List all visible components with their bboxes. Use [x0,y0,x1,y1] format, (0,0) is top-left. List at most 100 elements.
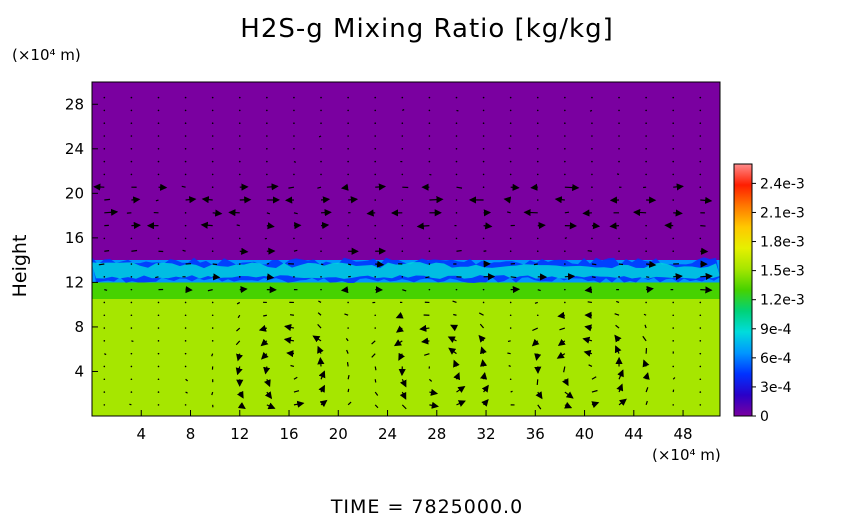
wind-vector [312,335,322,343]
wind-vector [564,401,573,409]
wind-vector [672,365,675,368]
wind-vector [293,109,295,112]
wind-vector [401,135,404,137]
wind-vector [184,314,187,317]
wind-vector [645,224,647,227]
wind-vector [264,379,271,388]
wind-vector [428,378,433,382]
wind-vector [236,327,241,332]
colorbar-label: 1.8e-3 [760,235,805,251]
wind-vector [238,135,241,137]
wind-vector [261,351,269,360]
wind-vector [103,237,106,240]
wind-vector [130,314,133,317]
time-label: TIME = 7825000.0 [330,496,524,518]
wind-vector [591,96,593,99]
wind-vector [317,312,322,316]
wind-vector [536,96,539,99]
wind-vector [130,135,133,137]
wind-vector [211,148,214,150]
colorbar-label: 6e-4 [760,351,792,367]
wind-vector [157,122,160,124]
wind-vector [347,135,349,137]
wind-vector [428,109,431,112]
wind-vector [317,345,324,354]
wind-vector [184,352,187,355]
wind-vector [347,388,350,393]
wind-vector [238,148,241,150]
wind-vector [211,314,214,317]
wind-vector [455,199,458,201]
wind-vector [536,109,539,112]
wind-vector [482,122,485,124]
wind-vector [347,173,349,176]
wind-vector [536,199,539,201]
wind-vector [456,109,459,112]
wind-vector [482,173,485,176]
wind-vector [320,148,322,150]
x-tick-label: 4 [136,425,146,443]
wind-vector [374,379,377,383]
wind-vector [211,353,214,357]
colorbar-label: 1.2e-3 [760,293,805,309]
wind-vector [645,160,647,163]
x-tick-label: 44 [624,425,643,443]
wind-vector [286,350,295,358]
wind-vector [699,340,702,342]
wind-vector [238,109,241,112]
wind-vector [212,209,223,217]
wind-vector [507,340,511,343]
wind-vector [374,148,377,150]
wind-vector [699,109,702,112]
wind-vector [211,96,214,99]
wind-vector [591,135,593,137]
wind-vector [642,335,647,342]
wind-vector [564,273,576,281]
wind-vector [130,365,133,368]
wind-vector [564,109,566,112]
wind-vector [564,211,570,214]
wind-vector [482,109,485,112]
wind-vector [346,362,349,367]
wind-vector [184,404,187,406]
wind-vector [591,199,593,201]
wind-vector [456,186,463,189]
wind-vector [130,160,133,163]
wind-vector [428,96,431,99]
wind-vector [293,212,298,215]
wind-vector [211,301,214,304]
wind-vector [699,378,702,381]
wind-vector [672,327,675,329]
wind-vector [130,288,133,291]
wind-vector [428,263,431,265]
wind-vector [615,324,620,329]
wind-vector [266,96,268,99]
x-tick-label: 28 [427,425,446,443]
wind-vector [699,314,702,317]
wind-vector [104,250,110,252]
wind-vector [591,401,600,409]
wind-vector [345,338,349,342]
colorbar-label: 2.4e-3 [760,176,805,192]
wind-vector [452,300,457,304]
wind-vector [157,237,160,240]
wind-vector [699,122,702,124]
wind-vector [455,173,458,176]
wind-vector [293,135,295,137]
wind-vector [374,135,377,137]
wind-vector [616,383,624,393]
wind-vector [455,122,458,124]
wind-vector [645,237,647,240]
wind-vector [340,286,349,294]
wind-vector [318,135,322,138]
wind-vector [672,237,675,240]
wind-vector [130,237,133,240]
wind-vector [374,199,377,201]
wind-vector [450,324,459,332]
wind-vector [103,276,106,278]
wind-vector [157,327,160,329]
wind-vector [320,237,322,240]
wind-vector [103,109,106,112]
wind-vector [201,196,213,204]
